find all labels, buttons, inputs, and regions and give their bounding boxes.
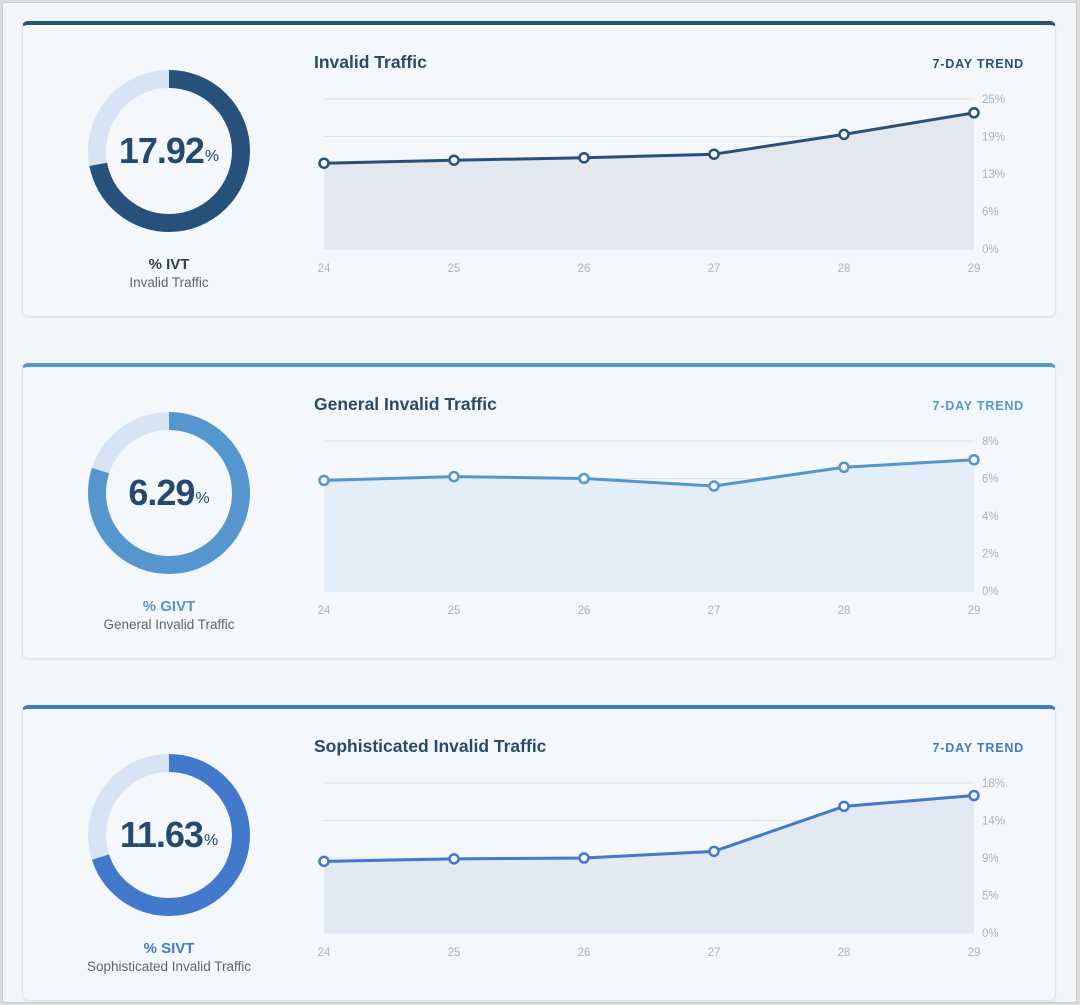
givt-data-point: [448, 470, 460, 483]
ivt-data-point: [708, 148, 720, 160]
givt-donut: 6.29%: [87, 411, 251, 575]
givt-x-tick: 29: [968, 605, 981, 617]
givt-area-fill: [324, 459, 974, 591]
givt-donut-ring: [88, 412, 250, 574]
sivt-trend-chart: 0% 5% 9% 14% 18% 24 25 26 27 28 29: [318, 778, 1005, 959]
sivt-x-tick: 28: [838, 947, 851, 959]
ivt-trend-label: 7-DAY TREND: [932, 57, 1024, 71]
sivt-y-tick: 9%: [982, 853, 999, 865]
givt-data-point: [578, 472, 590, 485]
sivt-trend-label: 7-DAY TREND: [932, 741, 1024, 755]
sivt-data-point: [838, 800, 850, 813]
sivt-metric-label: % SIVT: [143, 940, 195, 957]
sivt-y-tick: 5%: [982, 891, 999, 903]
ivt-data-point: [318, 157, 330, 169]
sivt-data-point: [968, 789, 980, 802]
ivt-area-fill: [324, 112, 974, 249]
givt-x-tick: 25: [448, 605, 461, 617]
ivt-data-point: [578, 152, 590, 164]
sivt-metric-sub: Sophisticated Invalid Traffic: [86, 959, 252, 974]
givt-trend-chart: 0% 2% 4% 6% 8% 24 25 26 27 28 29: [318, 436, 999, 617]
givt-x-tick: 28: [838, 605, 851, 617]
sivt-y-tick: 0%: [982, 928, 999, 940]
givt-chart-title: General Invalid Traffic: [314, 394, 497, 414]
givt-y-tick: 8%: [982, 436, 999, 448]
givt-card: 6.29% % GIVT General Invalid Traffic Gen…: [22, 363, 1056, 659]
givt-trend-label: 7-DAY TREND: [932, 399, 1024, 413]
sivt-value-unit: %: [203, 832, 219, 849]
sivt-x-tick: 27: [708, 947, 721, 959]
sivt-value: 11.63%: [87, 753, 251, 917]
ivt-y-tick: 13%: [982, 169, 1005, 181]
ivt-data-point: [448, 154, 460, 166]
givt-x-tick: 27: [708, 605, 721, 617]
ivt-x-tick: 28: [838, 263, 851, 275]
sivt-value-number: 11.63: [119, 814, 204, 855]
sivt-area-fill: [324, 795, 974, 933]
ivt-donut-ring: [88, 70, 250, 232]
givt-value-unit: %: [195, 490, 210, 507]
givt-metric-sub: General Invalid Traffic: [103, 617, 235, 632]
ivt-y-tick: 0%: [982, 244, 999, 256]
ivt-x-tick: 24: [318, 263, 331, 275]
givt-y-tick: 6%: [982, 474, 999, 486]
sivt-data-point: [578, 852, 590, 864]
ivt-y-tick: 25%: [982, 94, 1005, 106]
sivt-x-tick: 24: [318, 947, 331, 959]
givt-data-point: [838, 461, 850, 473]
sivt-y-tick: 18%: [982, 778, 1005, 790]
givt-value: 6.29%: [87, 411, 251, 575]
sivt-trend-line: [323, 794, 975, 863]
ivt-y-tick: 19%: [982, 132, 1005, 144]
sivt-donut: 11.63%: [87, 753, 251, 917]
ivt-metric-label: % IVT: [148, 256, 190, 273]
ivt-x-tick: 26: [578, 263, 591, 275]
sivt-x-tick: 25: [448, 947, 461, 959]
sivt-card: 11.63% % SIVT Sophisticated Invalid Traf…: [22, 705, 1056, 1001]
ivt-chart-title: Invalid Traffic: [314, 52, 427, 72]
ivt-value-unit: %: [204, 148, 220, 165]
sivt-data-point: [318, 855, 330, 868]
ivt-x-tick: 25: [448, 263, 461, 275]
ivt-value-number: 17.92: [118, 130, 205, 171]
ivt-data-point: [838, 128, 850, 141]
givt-x-tick: 26: [578, 605, 591, 617]
sivt-donut-ring: [88, 754, 250, 916]
ivt-y-tick: 6%: [982, 207, 999, 219]
givt-data-point: [968, 454, 980, 466]
givt-y-tick: 4%: [982, 511, 999, 523]
givt-data-point: [708, 480, 720, 492]
ivt-trend-chart: 0% 6% 13% 19% 25% 24 25 26 27 28 29: [318, 94, 1005, 275]
ivt-metric-sub: Invalid Traffic: [129, 275, 209, 290]
ivt-x-tick: 29: [968, 263, 981, 275]
sivt-x-tick: 29: [968, 947, 981, 959]
sivt-data-point: [708, 845, 720, 858]
sivt-x-tick: 26: [578, 947, 591, 959]
givt-y-tick: 0%: [982, 586, 999, 598]
givt-value-number: 6.29: [128, 472, 195, 513]
givt-metric-label: % GIVT: [142, 598, 196, 615]
givt-trend-line: [323, 458, 975, 488]
sivt-y-tick: 14%: [982, 816, 1005, 828]
givt-x-tick: 24: [318, 605, 331, 617]
ivt-card: 17.92% % IVT Invalid Traffic Invalid Tra…: [22, 21, 1056, 317]
givt-y-tick: 2%: [982, 549, 999, 561]
givt-data-point: [318, 474, 330, 487]
sivt-chart-title: Sophisticated Invalid Traffic: [314, 736, 547, 756]
ivt-data-point: [968, 107, 980, 119]
ivt-donut: 17.92%: [87, 69, 251, 233]
ivt-value: 17.92%: [87, 69, 251, 233]
ivt-x-tick: 27: [708, 263, 721, 275]
sivt-data-point: [448, 853, 460, 865]
ivt-trend-line: [323, 111, 975, 165]
